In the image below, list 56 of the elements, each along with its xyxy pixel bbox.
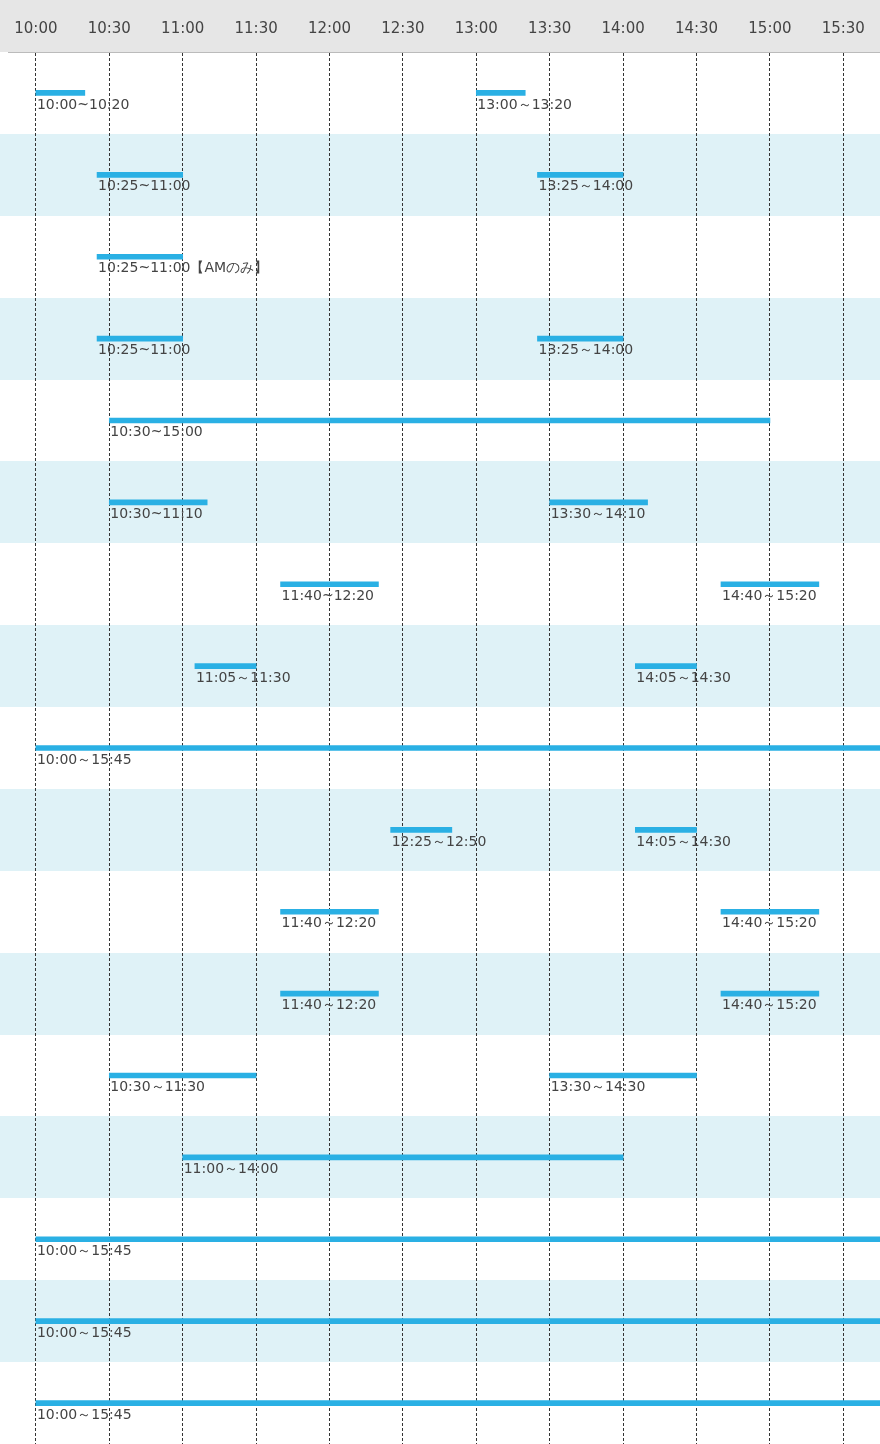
- x-tick-label: 13:00: [454, 18, 498, 37]
- data-label: 10:00~10:20: [36, 95, 130, 112]
- bar: [96, 171, 184, 178]
- x-tick-label: 13:30: [528, 18, 572, 37]
- bar: [635, 827, 697, 833]
- bar: [720, 581, 820, 588]
- x-tick-label: 10:30: [87, 18, 131, 37]
- data-label: 10:30～11:30: [110, 1078, 205, 1095]
- data-label: 12:25～12:50: [391, 832, 487, 849]
- bar: [280, 581, 379, 588]
- data-label: 14:05～14:30: [636, 668, 732, 685]
- bar: [635, 663, 697, 669]
- x-tick-label: 14:30: [674, 18, 719, 37]
- bar: [35, 1400, 880, 1406]
- data-label: 13:30～14:10: [550, 504, 646, 521]
- data-label: 10:00～15:45: [36, 750, 132, 767]
- data-label: 14:05～14:30: [636, 832, 732, 849]
- x-tick-label: 11:30: [234, 18, 278, 37]
- data-label: 10:25~11:00: [98, 177, 191, 194]
- data-label: 11:00～14:00: [183, 1160, 279, 1177]
- bar: [537, 171, 624, 178]
- x-tick-label: 10:00: [14, 18, 58, 37]
- bar: [390, 827, 453, 833]
- data-label: 14:40～15:20: [721, 586, 817, 603]
- x-tick-label: 15:00: [748, 18, 792, 37]
- data-label: 11:40～12:20: [281, 914, 377, 931]
- x-tick-label: 12:30: [381, 18, 425, 37]
- bar: [475, 90, 526, 96]
- data-label: 13:30～14:30: [550, 1078, 646, 1095]
- data-label: 13:25～14:00: [538, 341, 634, 358]
- data-label: 10:25~11:00: [98, 341, 191, 358]
- data-label: 13:00～13:20: [477, 95, 572, 112]
- data-label: 14:40～15:20: [721, 996, 817, 1013]
- data-label: 14:40～15:20: [721, 914, 817, 931]
- bar: [96, 253, 184, 260]
- bar: [280, 908, 379, 915]
- data-label: 10:00～15:45: [36, 1323, 132, 1340]
- data-label: 13:25～14:00: [538, 177, 634, 194]
- bar: [194, 663, 257, 669]
- data-label: 11:05～11:30: [195, 668, 291, 685]
- x-tick-label: 11:00: [161, 18, 205, 37]
- bar: [35, 1236, 880, 1243]
- data-label: 11:40~12:20: [281, 586, 374, 603]
- x-tick-label: 15:30: [821, 18, 865, 37]
- data-label: 10:00～15:45: [36, 1241, 132, 1258]
- bar: [35, 90, 86, 96]
- bar: [720, 908, 820, 915]
- data-label: 10:00～15:45: [36, 1405, 132, 1422]
- data-label: 11:40～12:20: [281, 996, 377, 1013]
- data-label: 10:25~11:00【AMのみ】: [98, 259, 269, 276]
- x-tick-label: 12:00: [307, 18, 352, 37]
- data-label: 10:30~15:00: [110, 423, 203, 440]
- bar: [35, 745, 880, 751]
- data-label: 10:30~11:10: [110, 504, 203, 521]
- x-tick-label: 14:00: [601, 18, 645, 37]
- bar: [35, 1318, 880, 1325]
